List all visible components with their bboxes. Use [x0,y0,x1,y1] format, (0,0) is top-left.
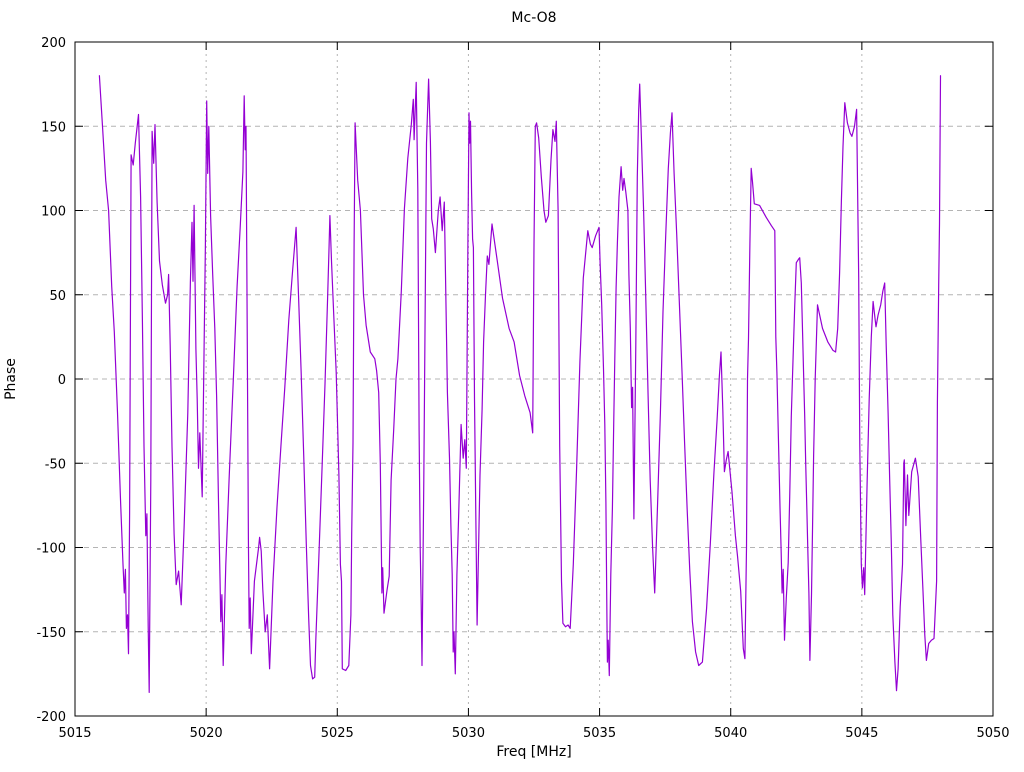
y-tick-label: 200 [41,36,66,51]
y-tick-label: 50 [49,289,66,304]
x-tick-label: 5040 [714,726,747,741]
y-tick-label: 100 [41,205,66,220]
phase-trace [98,75,942,694]
y-tick-label: -50 [45,457,66,472]
x-tick-label: 5025 [321,726,354,741]
x-tick-label: 5050 [976,726,1009,741]
plot-border [74,41,994,717]
chart-title: Mc-O8 [511,10,556,26]
x-axis-label: Freq [MHz] [496,744,571,760]
x-tick-label: 5020 [190,726,223,741]
y-tick-label: 0 [58,373,66,388]
y-axis-label: Phase [3,358,19,400]
tick-labels: 5015 5020 5025 5030 5035 5040 5045 5050 200 150 10… [36,36,1009,741]
y-tick-label: -100 [36,542,66,557]
y-tick-label: -150 [36,626,66,641]
x-tick-label: 5015 [58,726,91,741]
x-tick-label: 5030 [452,726,485,741]
x-tick-label: 5045 [845,726,878,741]
x-tick-label: 5035 [583,726,616,741]
y-tick-label: 150 [41,120,66,135]
y-tick-label: -200 [36,710,66,725]
